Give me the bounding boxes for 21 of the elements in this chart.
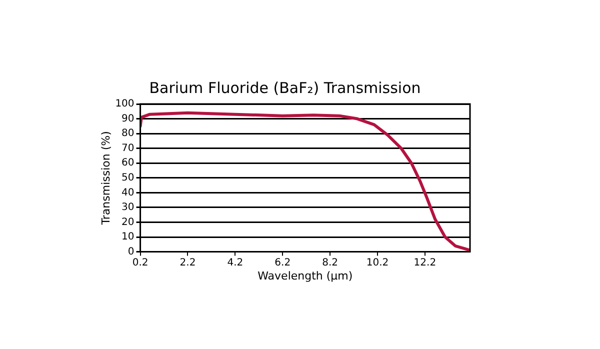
y-tick-label: 10 (122, 232, 134, 243)
x-tick-label: 10.2 (366, 257, 389, 268)
y-tick-label: 90 (122, 113, 134, 124)
y-tick-label: 50 (122, 172, 134, 184)
x-tick-label: 8.2 (322, 257, 338, 268)
y-tick-label: 40 (122, 187, 134, 198)
y-tick-label: 30 (122, 202, 134, 214)
y-tick-label: 0 (128, 246, 134, 258)
y-tick-label: 100 (115, 98, 134, 110)
x-tick-label: 2.2 (180, 257, 196, 268)
x-tick-label: 4.2 (227, 257, 244, 268)
y-tick-label: 80 (122, 128, 134, 140)
x-tick-label: 6.2 (274, 257, 291, 268)
x-tick-label: 0.2 (132, 257, 148, 268)
x-tick-label: 12.2 (414, 257, 436, 268)
y-tick-label: 20 (122, 216, 134, 228)
x-axis-title: Wavelength (µm) (258, 269, 353, 282)
y-axis-title: Transmission (%) (99, 131, 112, 226)
y-tick-label: 60 (122, 158, 134, 169)
chart-title: Barium Fluoride (BaF₂) Transmission (149, 78, 421, 97)
y-tick-label: 70 (122, 142, 134, 154)
